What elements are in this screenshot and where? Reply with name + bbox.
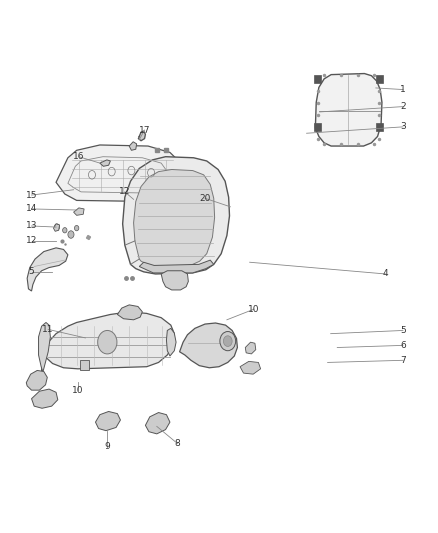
FancyBboxPatch shape <box>80 360 89 370</box>
Polygon shape <box>123 157 230 274</box>
Text: 10: 10 <box>248 305 260 313</box>
Text: 1: 1 <box>400 85 406 94</box>
Text: 5: 5 <box>28 268 35 276</box>
Circle shape <box>220 332 236 351</box>
Polygon shape <box>166 328 176 356</box>
Text: 6: 6 <box>400 341 406 350</box>
Text: 15: 15 <box>26 191 37 199</box>
Text: 17: 17 <box>139 126 150 134</box>
Circle shape <box>98 330 117 354</box>
Text: 3: 3 <box>400 123 406 131</box>
Circle shape <box>74 225 79 231</box>
Polygon shape <box>42 312 174 378</box>
Polygon shape <box>39 322 50 372</box>
Text: 4: 4 <box>383 270 388 278</box>
Text: 20: 20 <box>199 194 211 203</box>
Circle shape <box>223 336 232 346</box>
Text: 14: 14 <box>26 205 37 213</box>
Polygon shape <box>117 305 142 320</box>
Text: 9: 9 <box>104 442 110 451</box>
Polygon shape <box>245 342 256 354</box>
Polygon shape <box>53 224 60 231</box>
FancyBboxPatch shape <box>314 123 321 131</box>
Polygon shape <box>74 208 84 215</box>
Polygon shape <box>145 413 170 434</box>
Text: 5: 5 <box>400 326 406 335</box>
Text: 12: 12 <box>26 237 37 245</box>
Circle shape <box>54 224 60 230</box>
Polygon shape <box>100 160 110 166</box>
Polygon shape <box>27 248 68 291</box>
Text: 11: 11 <box>42 325 54 334</box>
Polygon shape <box>134 169 215 267</box>
Text: 8: 8 <box>174 439 180 448</box>
Polygon shape <box>129 142 137 150</box>
Polygon shape <box>32 389 58 408</box>
Polygon shape <box>161 271 188 290</box>
FancyBboxPatch shape <box>376 123 383 131</box>
Polygon shape <box>56 145 182 201</box>
Text: 10: 10 <box>72 386 84 394</box>
Circle shape <box>68 231 74 238</box>
Polygon shape <box>139 260 214 273</box>
Text: 2: 2 <box>400 102 406 111</box>
Text: 12: 12 <box>119 188 131 196</box>
Polygon shape <box>180 323 237 368</box>
Polygon shape <box>95 411 120 431</box>
Polygon shape <box>26 370 47 390</box>
Circle shape <box>63 228 67 233</box>
Text: 16: 16 <box>73 152 85 161</box>
FancyBboxPatch shape <box>376 75 383 83</box>
Polygon shape <box>315 74 382 146</box>
FancyBboxPatch shape <box>314 75 321 83</box>
Polygon shape <box>138 131 145 141</box>
Polygon shape <box>240 361 261 374</box>
Text: 13: 13 <box>26 222 37 230</box>
Text: 7: 7 <box>400 356 406 365</box>
